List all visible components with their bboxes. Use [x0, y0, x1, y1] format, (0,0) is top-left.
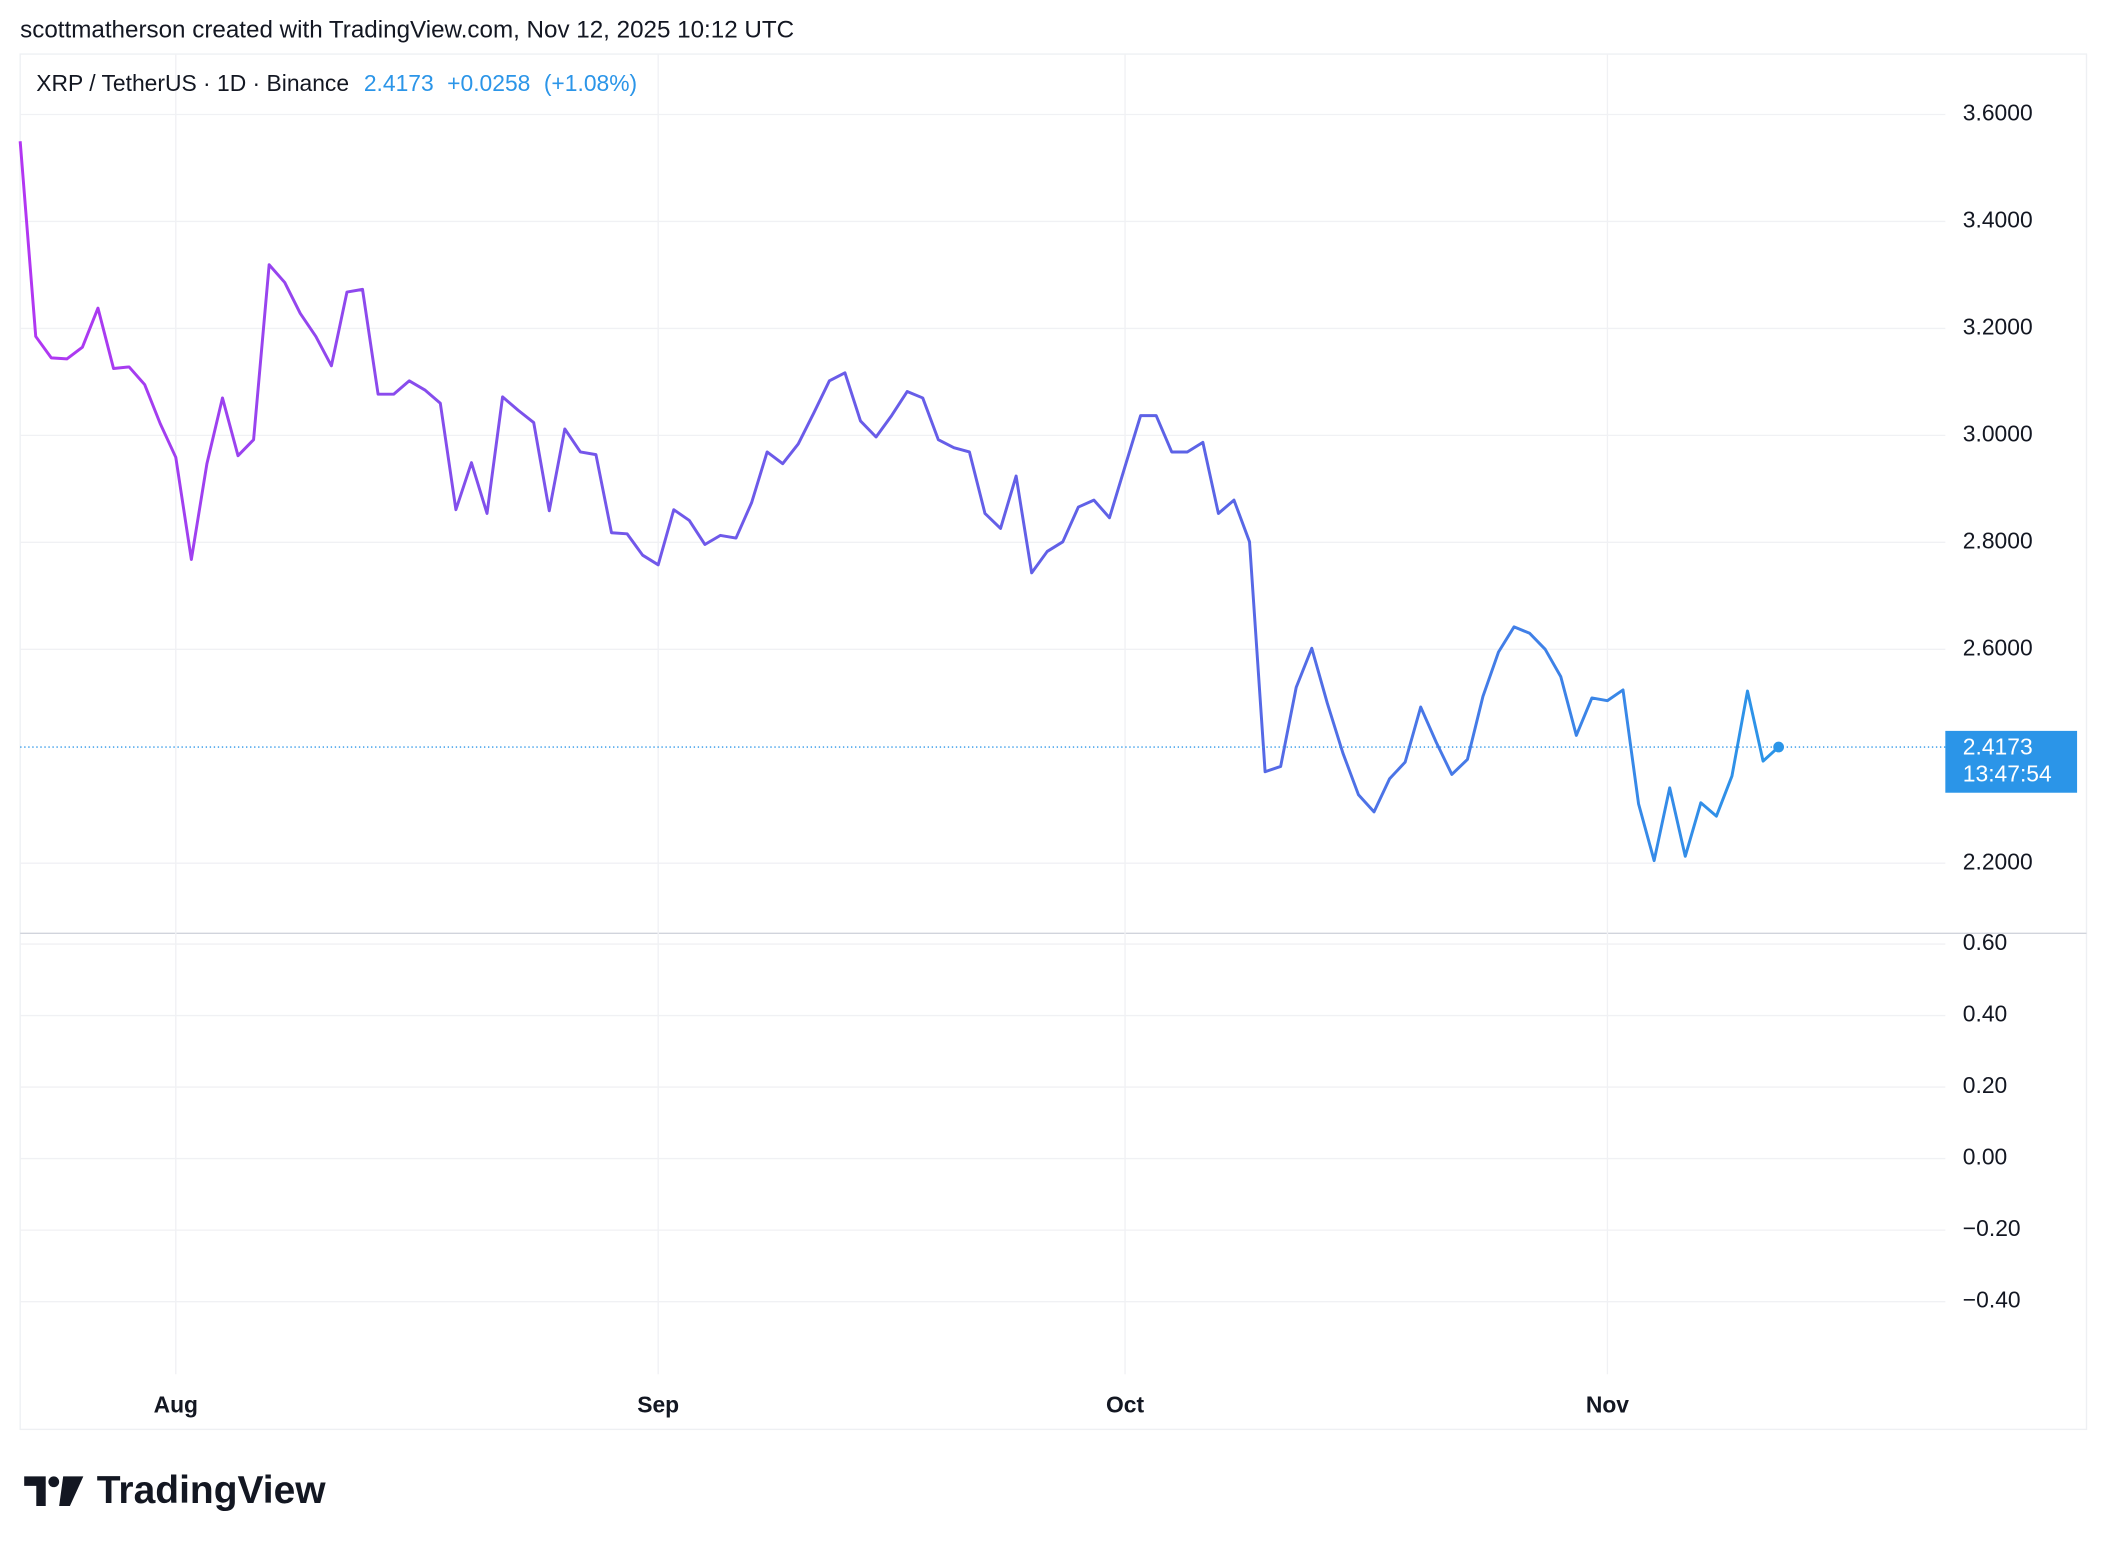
y-tick-label: 0.60 — [1963, 929, 2007, 955]
chart-frame — [19, 53, 2088, 1431]
y-tick-label: 0.20 — [1963, 1072, 2007, 1098]
last-price-dot — [1773, 741, 1785, 753]
y-tick-label: 3.6000 — [1963, 100, 2033, 126]
y-tick-label: 3.0000 — [1963, 420, 2033, 446]
y-tick-label: 3.2000 — [1963, 313, 2033, 339]
y-tick-label: 0.00 — [1963, 1144, 2007, 1170]
logo-shape — [59, 1476, 84, 1507]
logo-icon — [24, 1476, 84, 1507]
x-tick-label: Sep — [637, 1392, 679, 1418]
logo-shape — [24, 1476, 46, 1507]
y-tick-label: −0.40 — [1963, 1287, 2021, 1313]
logo-shape — [48, 1476, 60, 1488]
price-tag-value: 2.4173 — [1963, 733, 2033, 759]
legend-values: 2.4173 +0.0258 (+1.08%) — [364, 70, 637, 96]
y-tick-label: −0.20 — [1963, 1215, 2021, 1241]
x-tick-label: Nov — [1586, 1392, 1629, 1418]
attribution: scottmatherson created with TradingView.… — [20, 17, 794, 44]
y-tick-label: 3.4000 — [1963, 206, 2033, 232]
y-tick-label: 2.8000 — [1963, 527, 2033, 553]
price-tag — [1945, 730, 2078, 793]
logo-text: TradingView — [97, 1469, 327, 1512]
price-line — [18, 141, 1780, 863]
y-tick-label: 2.2000 — [1963, 848, 2033, 874]
y-tick-label: 2.6000 — [1963, 634, 2033, 660]
legend-change-percent: (+1.08%) — [544, 70, 637, 96]
x-tick-label: Oct — [1106, 1392, 1144, 1418]
price-tag-countdown: 13:47:54 — [1963, 760, 2052, 786]
legend-change: +0.0258 — [447, 70, 530, 96]
x-tick-label: Aug — [154, 1392, 198, 1418]
legend-title: XRP / TetherUS · 1D · Binance — [36, 70, 349, 96]
y-tick-label: 0.40 — [1963, 1001, 2007, 1027]
legend-price: 2.4173 — [364, 70, 434, 96]
